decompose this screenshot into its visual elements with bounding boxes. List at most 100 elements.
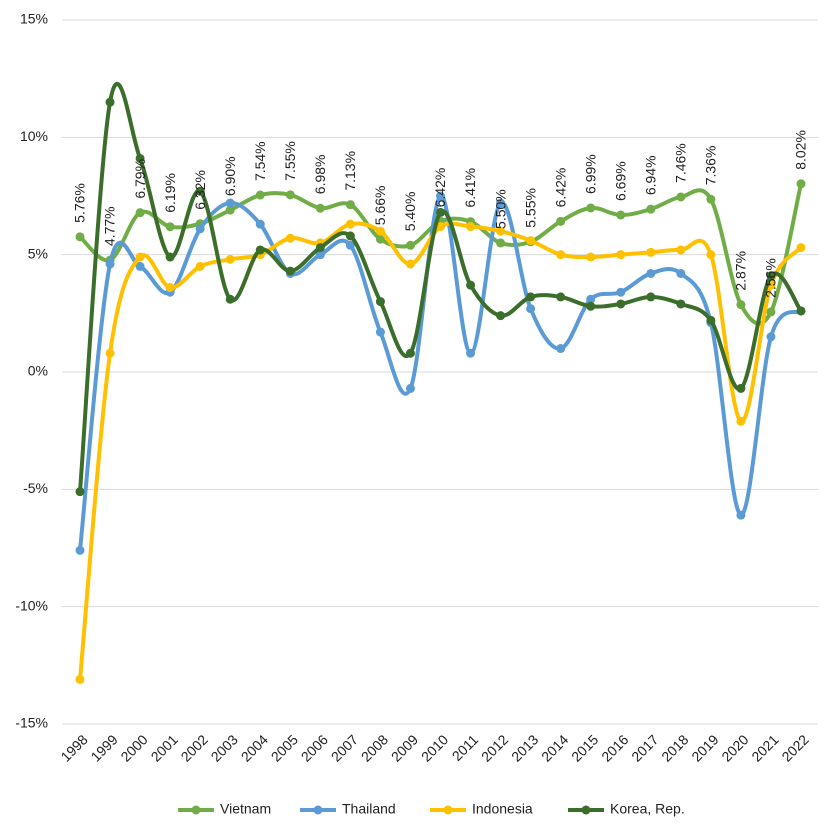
data-point [225,205,235,215]
data-point [496,226,506,236]
data-point [225,254,235,264]
data-point [526,304,536,314]
data-point [526,292,536,302]
data-label: 5.50% [492,189,508,229]
data-point [285,190,295,200]
data-point [736,416,746,426]
data-label: 6.98% [312,154,328,194]
data-point [646,247,656,257]
data-point [676,268,686,278]
data-point [405,383,415,393]
data-point [405,348,415,358]
x-tick-label: 2021 [748,731,781,764]
data-point [315,243,325,253]
data-label: 5.76% [72,183,88,223]
data-label: 6.94% [642,155,658,195]
data-point [225,198,235,208]
data-point [255,190,265,200]
data-label: 6.32% [192,170,208,210]
data-point [135,261,145,271]
data-label: 7.54% [252,141,268,181]
legend-marker [581,805,591,815]
data-point [315,203,325,213]
data-label: 6.79% [132,159,148,199]
data-label: 6.42% [552,168,568,208]
data-point [255,219,265,229]
data-point [766,332,776,342]
x-tick-label: 2012 [478,731,511,764]
series-line [78,221,803,680]
data-label: 8.02% [793,130,809,170]
legend-label: Indonesia [472,801,533,817]
data-point [105,259,115,269]
data-point [676,245,686,255]
data-point [135,153,145,163]
data-label: 5.66% [372,185,388,225]
x-tick-label: 1999 [87,731,120,764]
data-point [556,344,566,354]
series-line [78,193,803,551]
data-point [135,252,145,262]
data-point [375,297,385,307]
data-point [796,179,806,189]
legend-label: Vietnam [220,801,271,817]
data-label: 5.40% [402,192,418,232]
data-point [496,198,506,208]
data-point [75,232,85,242]
data-point [736,510,746,520]
data-point [796,243,806,253]
data-label: 5.55% [522,188,538,228]
data-point [676,192,686,202]
legend-marker [443,805,453,815]
data-point [405,259,415,269]
data-point [165,222,175,232]
x-tick-label: 2022 [778,731,811,764]
data-point [646,268,656,278]
x-tick-label: 2018 [658,731,691,764]
data-point [766,307,776,317]
x-tick-label: 2005 [268,731,301,764]
x-tick-label: 2006 [298,731,331,764]
data-point [285,233,295,243]
data-point [345,240,355,250]
data-point [345,200,355,210]
data-point [526,236,536,246]
data-point [496,238,506,248]
legend-label: Thailand [342,801,396,817]
data-point [616,287,626,297]
data-point [375,234,385,244]
x-tick-label: 2019 [688,731,721,764]
x-tick-label: 2009 [388,731,421,764]
data-point [706,194,716,204]
data-point [676,299,686,309]
data-label: 6.19% [162,173,178,213]
y-tick-label: 0% [28,363,48,379]
data-point [225,294,235,304]
data-point [766,271,776,281]
data-label: 7.55% [282,141,298,181]
data-point [736,300,746,310]
x-tick-label: 1998 [57,731,90,764]
data-point [466,222,476,232]
y-tick-label: -10% [15,597,48,613]
data-point [75,487,85,497]
x-tick-label: 2004 [238,731,271,764]
data-point [165,283,175,293]
data-point [405,240,415,250]
data-point [135,208,145,218]
x-tick-label: 2015 [568,731,601,764]
data-point [466,280,476,290]
data-point [345,219,355,229]
data-point [616,299,626,309]
legend-marker [191,805,201,815]
data-point [255,245,265,255]
data-label: 6.41% [462,168,478,208]
data-label: 6.90% [222,156,238,196]
data-point [165,252,175,262]
data-point [586,294,596,304]
x-tick-label: 2002 [178,731,211,764]
data-point [646,204,656,214]
data-label: 2.87% [733,251,749,291]
y-tick-label: 10% [20,128,48,144]
